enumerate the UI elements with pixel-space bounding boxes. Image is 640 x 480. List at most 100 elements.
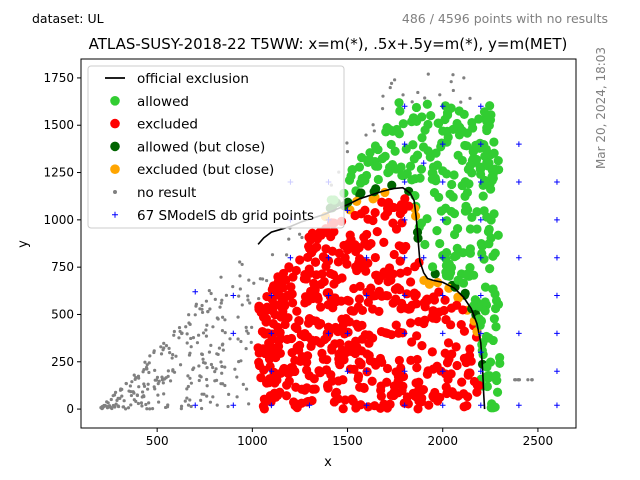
excluded-point: [350, 210, 360, 221]
no-result-point: [142, 384, 147, 388]
excluded-point: [360, 205, 370, 215]
grid-point: [420, 160, 427, 166]
excluded-point: [394, 355, 404, 366]
allowed-point: [344, 175, 355, 185]
allowed-point: [461, 201, 471, 211]
excluded-point: [288, 298, 298, 308]
no-result-point: [287, 237, 291, 241]
no-result-point: [162, 377, 167, 381]
no-result-point: [389, 81, 394, 85]
allowed-point: [442, 110, 453, 120]
no-result-point: [223, 365, 227, 369]
allowed-point: [411, 102, 422, 113]
legend-label: 67 SModelS db grid points: [137, 208, 314, 224]
no-result-point: [126, 406, 131, 410]
no-result-point: [195, 341, 200, 345]
allowed-point: [492, 387, 503, 397]
grid-point: [554, 292, 560, 299]
excluded-point: [428, 308, 438, 318]
allowed-point: [380, 151, 390, 161]
excluded-point: [259, 394, 269, 404]
excluded-point: [370, 252, 380, 263]
grid-point: [439, 141, 446, 147]
no-result-point: [246, 294, 250, 298]
excluded-point: [429, 295, 440, 305]
no-result-point: [185, 387, 189, 391]
allowed-point: [491, 371, 501, 381]
excluded-point: [391, 294, 401, 304]
allowed-point: [373, 161, 383, 171]
no-result-point: [530, 378, 534, 382]
y-tick-label: 1500: [43, 118, 74, 132]
no-result-point: [188, 398, 192, 402]
excluded-point: [362, 367, 372, 377]
allowed-point: [383, 168, 393, 178]
grid-point: [516, 179, 522, 185]
no-result-point: [114, 402, 118, 406]
no-result-point: [148, 407, 152, 411]
excluded-point: [452, 360, 462, 371]
excluded-point: [346, 305, 356, 316]
excluded-point: [463, 392, 473, 402]
x-tick-label: 1500: [332, 434, 363, 448]
x-tick-label: 2500: [523, 434, 554, 448]
grid-point: [363, 402, 370, 409]
no-result-point: [159, 345, 163, 349]
allowed-point: [359, 173, 369, 184]
y-axis-ticks: 0 250 500 750 1000 1250 1500 1750: [43, 71, 81, 416]
allowed-point: [474, 114, 484, 124]
grid-point: [478, 368, 484, 375]
legend-circle-marker: [110, 164, 120, 174]
allowed-point: [485, 101, 495, 111]
no-result-point: [213, 297, 217, 301]
excluded-point: [316, 302, 326, 312]
allowed-point: [482, 158, 492, 168]
no-result-point: [223, 331, 227, 335]
no-result-point: [153, 368, 157, 372]
no-result-point: [215, 352, 219, 356]
no-result-point: [178, 363, 183, 367]
grid-point: [439, 254, 446, 261]
excluded-point: [400, 194, 410, 204]
legend-plus-marker: [112, 211, 118, 218]
legend-box: [87, 65, 345, 229]
no-result-point: [147, 370, 151, 375]
excluded-point: [379, 237, 389, 247]
no-result-point: [140, 395, 144, 399]
excluded-point: [291, 265, 301, 276]
allowed-point: [460, 191, 470, 202]
no-result-point: [140, 404, 144, 408]
grid-point: [439, 179, 446, 185]
no-result-point: [178, 329, 182, 334]
allowed-point: [485, 263, 495, 274]
no-result-point: [143, 360, 147, 364]
allowed-point: [416, 218, 427, 228]
no-result-point: [345, 150, 350, 154]
legend-label: no result: [137, 185, 196, 201]
no-result-point: [220, 298, 224, 302]
excluded-point: [388, 218, 398, 228]
no-result-point: [142, 368, 146, 372]
excluded-point: [363, 258, 373, 268]
allowed-point: [420, 239, 430, 250]
excluded-point: [334, 354, 344, 364]
excluded-point: [443, 338, 454, 348]
allowed-point: [427, 262, 438, 272]
no-result-point: [120, 394, 124, 398]
no-result-point: [147, 401, 151, 405]
no-result-point: [186, 403, 191, 407]
no-result-point: [146, 382, 150, 386]
no-result-point: [172, 370, 177, 374]
no-result-point: [247, 402, 251, 406]
no-result-point: [135, 393, 139, 397]
allowed-point: [482, 381, 492, 392]
excluded-point: [300, 292, 311, 302]
grid-point: [554, 254, 560, 261]
no-result-point: [150, 407, 155, 411]
no-result-point: [211, 325, 215, 329]
no-result-point: [162, 346, 166, 350]
no-result-point: [211, 395, 215, 399]
allowed-point: [412, 150, 423, 160]
no-result-point: [140, 390, 145, 394]
